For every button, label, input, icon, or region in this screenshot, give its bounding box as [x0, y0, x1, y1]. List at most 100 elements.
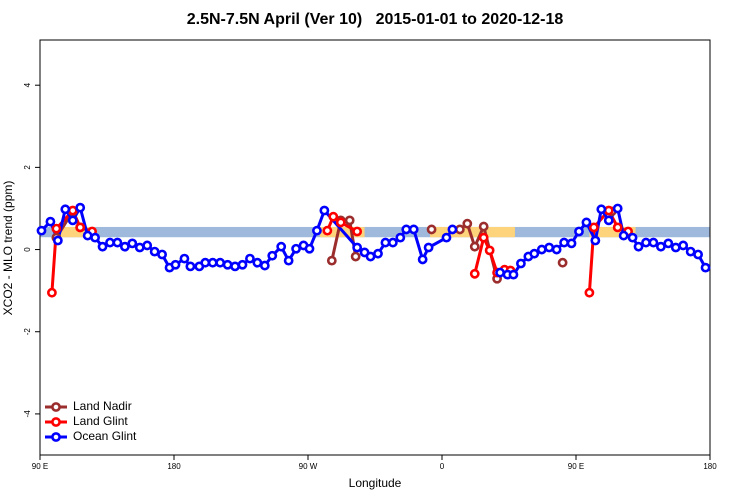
data-point	[454, 224, 465, 235]
data-point	[237, 259, 248, 270]
data-point	[245, 253, 255, 264]
data-point	[259, 260, 270, 271]
data-point	[559, 237, 569, 248]
data-point	[408, 224, 419, 235]
data-point	[508, 269, 519, 280]
data-point	[344, 215, 355, 226]
data-point	[67, 205, 78, 216]
data-point	[90, 232, 100, 243]
data-point	[142, 240, 153, 251]
data-point	[618, 230, 629, 241]
data-point	[105, 237, 115, 248]
data-point	[252, 257, 263, 268]
data-point	[328, 211, 339, 222]
land-band	[589, 226, 636, 238]
legend-marker	[51, 432, 61, 442]
data-point	[612, 222, 623, 233]
data-point	[516, 258, 526, 269]
data-point	[590, 235, 601, 246]
data-point	[670, 242, 681, 253]
data-point	[352, 242, 363, 253]
data-point	[641, 237, 651, 248]
land-band	[430, 226, 515, 238]
data-point	[380, 237, 391, 248]
data-point	[335, 217, 346, 228]
data-point	[423, 242, 434, 253]
data-point	[97, 241, 108, 252]
data-point	[222, 259, 233, 270]
data-point	[469, 268, 480, 279]
data-point	[283, 255, 294, 266]
chart-title: 2.5N-7.5N April (Ver 10) 2015-01-01 to 2…	[187, 11, 564, 28]
data-point	[60, 204, 71, 215]
land-band	[59, 226, 96, 238]
data-point	[426, 224, 437, 235]
x-tick-label: 90 E	[32, 462, 48, 471]
y-axis-label: XCO2 - MLO trend (ppm)	[1, 181, 15, 316]
data-point	[529, 248, 540, 259]
data-point	[663, 238, 674, 249]
data-point	[655, 241, 666, 252]
data-point	[536, 244, 547, 255]
data-point	[134, 242, 145, 253]
data-point	[469, 241, 480, 252]
x-tick-label: 90 E	[568, 462, 584, 471]
data-point	[574, 226, 584, 237]
x-axis-label: Longitude	[349, 476, 402, 490]
data-point	[678, 240, 689, 251]
data-point	[603, 215, 614, 226]
plot-frame	[39, 39, 711, 456]
data-point	[352, 226, 363, 237]
data-point	[612, 203, 623, 214]
data-point	[170, 259, 181, 270]
data-point	[179, 253, 190, 264]
data-point	[365, 251, 376, 262]
data-point	[387, 237, 398, 248]
data-point	[45, 216, 56, 227]
data-point	[304, 243, 315, 254]
data-point	[215, 257, 226, 268]
data-point	[82, 230, 93, 241]
data-point	[149, 246, 160, 257]
data-point	[484, 245, 495, 256]
data-point	[276, 241, 287, 252]
data-point	[566, 238, 577, 249]
data-point	[51, 223, 62, 234]
y-tick-label: 2	[23, 165, 32, 170]
data-point	[350, 251, 361, 262]
data-point	[447, 224, 458, 235]
data-point	[551, 244, 562, 255]
legend-marker	[51, 402, 61, 412]
data-point	[581, 217, 592, 228]
data-point	[119, 241, 130, 252]
data-point	[478, 232, 489, 243]
data-point	[596, 204, 607, 215]
data-point	[291, 243, 301, 254]
x-tick-label: 180	[703, 462, 717, 471]
data-point	[185, 261, 196, 272]
data-point	[478, 221, 489, 232]
data-point	[75, 222, 86, 233]
data-point	[75, 202, 86, 213]
data-point	[52, 235, 63, 246]
x-tick-label: 180	[167, 462, 181, 471]
data-point	[395, 232, 406, 243]
y-tick-label: 4	[23, 82, 32, 87]
data-point	[603, 205, 614, 216]
data-point	[157, 249, 167, 260]
data-point	[230, 261, 240, 272]
data-point	[267, 250, 278, 261]
x-tick-label: 0	[440, 462, 445, 471]
data-point	[462, 218, 473, 229]
data-point	[544, 242, 555, 253]
data-point	[47, 287, 57, 298]
y-tick-label: 0	[23, 247, 32, 252]
data-point	[36, 225, 47, 236]
data-point	[441, 232, 452, 243]
data-point	[112, 237, 123, 248]
legend-marker	[51, 417, 61, 427]
data-point	[633, 241, 644, 252]
data-point	[127, 238, 138, 249]
